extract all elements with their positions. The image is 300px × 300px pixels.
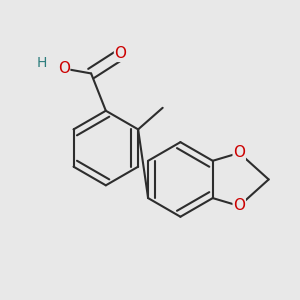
Text: O: O: [233, 198, 245, 213]
Text: O: O: [115, 46, 127, 61]
Text: H: H: [37, 56, 47, 70]
Text: O: O: [233, 146, 245, 160]
Text: O: O: [58, 61, 70, 76]
